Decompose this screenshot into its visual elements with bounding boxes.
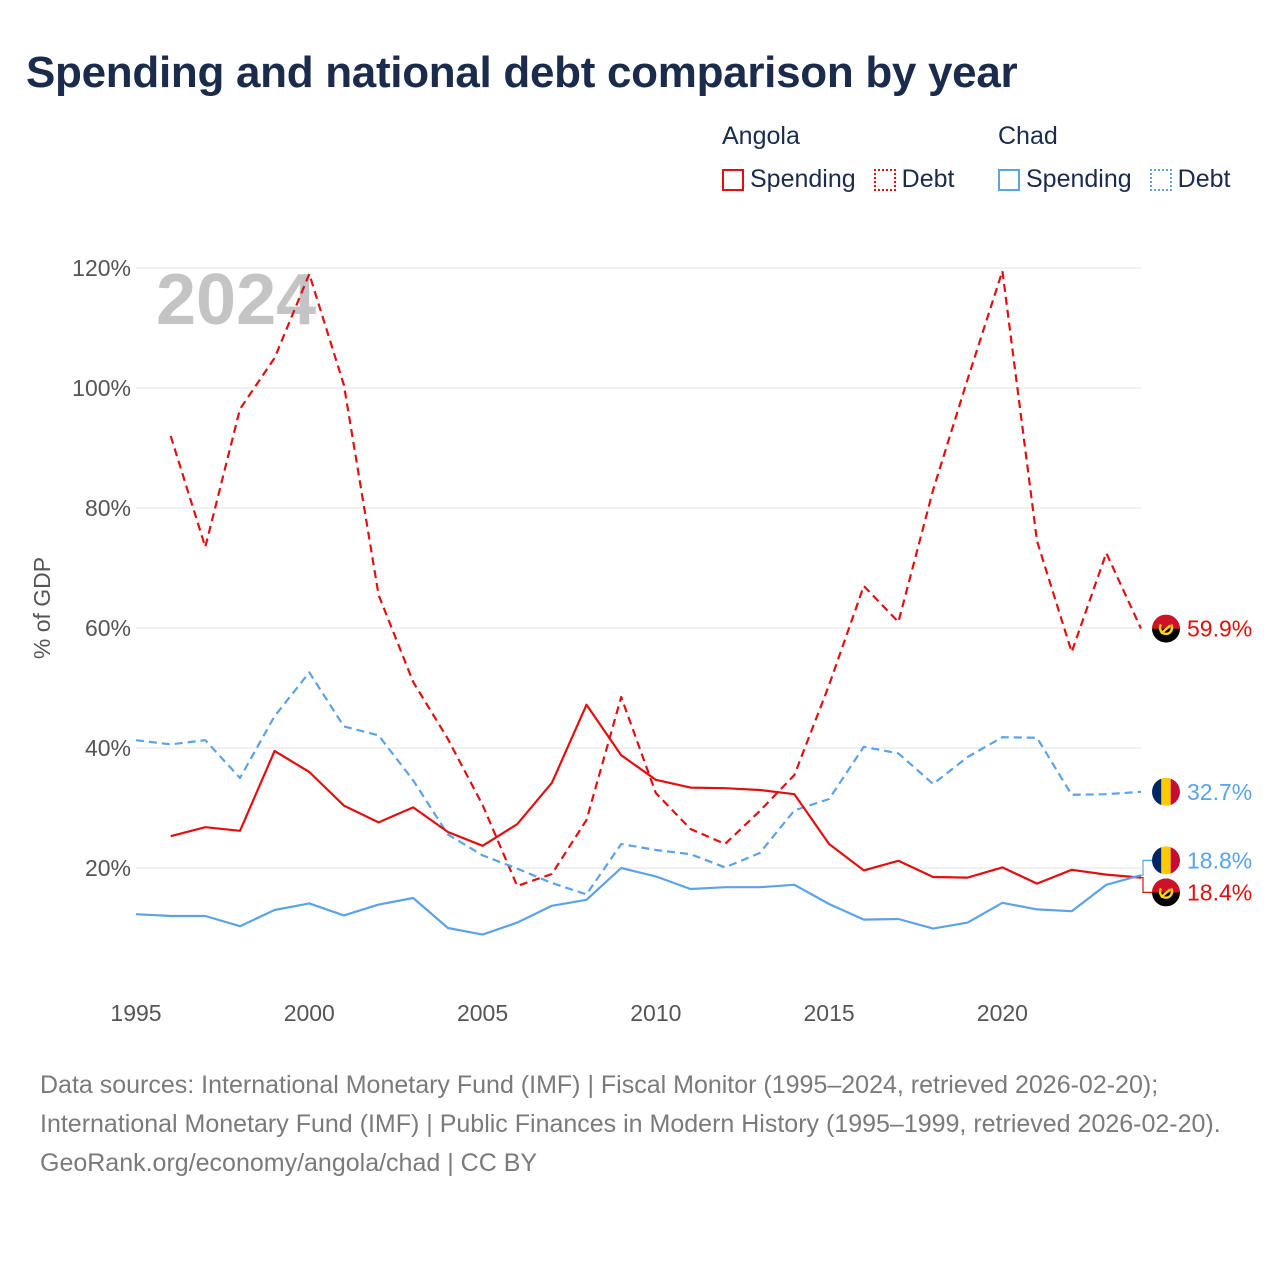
angola-flag-icon bbox=[1152, 614, 1180, 643]
solid-swatch-icon bbox=[722, 168, 744, 191]
credit-link[interactable]: GeoRank.org/economy/angola/chad | CC BY bbox=[40, 1149, 538, 1177]
angola-flag-icon bbox=[1152, 878, 1180, 907]
legend-group-angola: Angola Spending Debt bbox=[722, 122, 954, 194]
dotted-swatch-icon bbox=[1149, 168, 1172, 191]
legend-group-chad: Chad Spending Debt bbox=[998, 122, 1230, 194]
y-tick-label: 120% bbox=[72, 255, 131, 281]
label-layer: 59.9% 32.7% 18.8% 18.4% bbox=[1141, 614, 1252, 907]
y-tick-label: 20% bbox=[85, 855, 131, 881]
end-value-label: 18.8% bbox=[1187, 847, 1252, 873]
chad-flag-icon bbox=[1152, 777, 1180, 806]
legend-item-angola-spending[interactable]: Spending bbox=[722, 165, 856, 194]
x-tick-label: 2000 bbox=[284, 1000, 335, 1026]
data-sources: Data sources: International Monetary Fun… bbox=[40, 1071, 1221, 1138]
series-line-chad-debt bbox=[135, 671, 1142, 896]
legend-item-label: Spending bbox=[1026, 165, 1132, 193]
x-tick-label: 2005 bbox=[457, 1000, 508, 1026]
legend-item-chad-spending[interactable]: Spending bbox=[998, 165, 1132, 194]
footer: Data sources: International Monetary Fun… bbox=[40, 1066, 1240, 1183]
x-tick-label: 2015 bbox=[804, 1000, 855, 1026]
legend-item-label: Debt bbox=[901, 165, 955, 193]
end-label-connector bbox=[1141, 859, 1152, 876]
dotted-swatch-icon bbox=[873, 168, 896, 191]
chad-flag-icon bbox=[1152, 846, 1180, 875]
x-tick-label: 1995 bbox=[110, 1000, 161, 1026]
series-line-angola-debt bbox=[169, 269, 1142, 888]
x-tick-label: 2010 bbox=[630, 1000, 681, 1026]
legend-country-name: Angola bbox=[722, 122, 800, 150]
page-title: Spending and national debt comparison by… bbox=[26, 48, 1018, 97]
legend-item-label: Debt bbox=[1177, 165, 1231, 193]
line-chart: 20% 40% 60% 80% 100% 120% 1995 2000 2005 2010 2015… bbox=[29, 255, 1252, 1026]
grid-layer: 20% 40% 60% 80% 100% 120% 1995 2000 2005 2010 2015… bbox=[29, 255, 1141, 1026]
end-label-connector bbox=[1141, 876, 1152, 894]
legend-item-label: Spending bbox=[750, 165, 856, 193]
legend-item-chad-debt[interactable]: Debt bbox=[1149, 165, 1231, 194]
series-line-chad-spending bbox=[135, 866, 1142, 936]
solid-swatch-icon bbox=[998, 168, 1020, 191]
watermark-year: 2024 bbox=[156, 260, 316, 340]
series-layer bbox=[135, 269, 1142, 936]
end-value-label: 18.4% bbox=[1187, 879, 1252, 905]
legend-item-angola-debt[interactable]: Debt bbox=[873, 165, 955, 194]
y-tick-label: 40% bbox=[85, 735, 131, 761]
end-value-label: 59.9% bbox=[1187, 616, 1252, 642]
y-axis-label: % of GDP bbox=[29, 557, 55, 659]
y-tick-label: 60% bbox=[85, 615, 131, 641]
x-tick-label: 2020 bbox=[977, 1000, 1028, 1026]
legend-country-name: Chad bbox=[998, 122, 1058, 150]
series-line-angola-spending bbox=[170, 703, 1142, 885]
y-tick-label: 100% bbox=[72, 375, 131, 401]
end-value-label: 32.7% bbox=[1187, 779, 1252, 805]
y-tick-label: 80% bbox=[85, 495, 131, 521]
